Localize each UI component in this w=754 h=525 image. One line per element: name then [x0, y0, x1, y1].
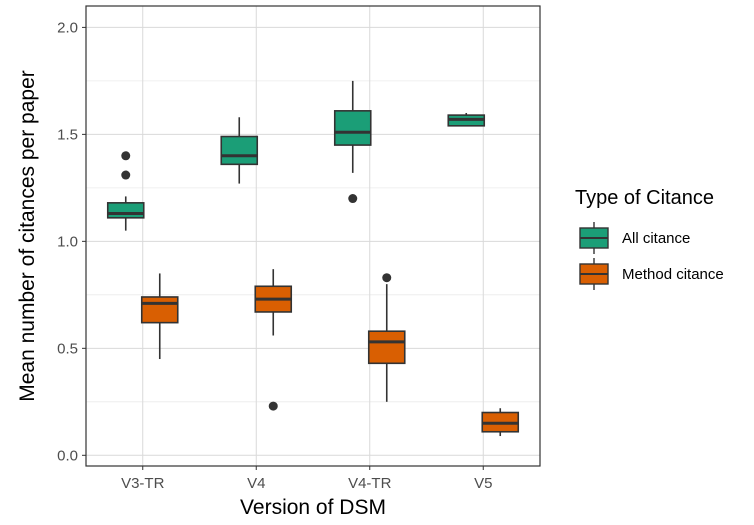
outlier-point [268, 401, 278, 411]
outlier-point [348, 194, 358, 204]
y-tick-label: 1.0 [57, 233, 78, 250]
panel-border [85, 5, 541, 467]
x-tick-label: V5 [474, 475, 492, 492]
y-tick-label: 1.5 [57, 126, 78, 143]
y-tick-label: 0.0 [57, 447, 78, 464]
y-tick-label: 0.5 [57, 340, 78, 357]
box-all-citance-v5 [447, 112, 486, 127]
box-method-citance-v4-tr [367, 273, 406, 402]
y-axis: 0.0 0.5 1.0 1.5 2.0 [57, 19, 86, 464]
box-method-citance-v4 [254, 269, 293, 411]
box-body [220, 135, 259, 166]
legend-entry-method-citance: Method citance [579, 258, 724, 290]
box-all-citance-v4 [220, 117, 259, 184]
legend: Type of Citance All citance Method citanc… [575, 187, 724, 290]
y-tick-label: 2.0 [57, 19, 78, 36]
box-body [333, 110, 372, 146]
x-tick-label: V4-TR [348, 475, 392, 492]
x-axis: V3-TR V4 V4-TR V5 [121, 466, 492, 492]
box-all-citance-v3-tr [106, 151, 145, 231]
box-method-citance-v3-tr [140, 273, 179, 360]
box-method-citance-v5 [481, 408, 520, 437]
box-layer [106, 80, 520, 437]
panel-background [86, 6, 540, 466]
box-all-citance-v4-tr [333, 80, 372, 204]
legend-label: All citance [622, 230, 690, 247]
grid-lines [86, 6, 540, 466]
legend-title: Type of Citance [575, 187, 714, 209]
x-tick-label: V4 [247, 475, 265, 492]
legend-label: Method citance [622, 266, 724, 283]
box-body [140, 296, 179, 324]
box-body [106, 202, 145, 219]
y-axis-title: Mean number of citances per paper [16, 70, 39, 402]
outlier-point [382, 273, 392, 283]
outlier-point [121, 151, 131, 161]
x-tick-label: V3-TR [121, 475, 165, 492]
legend-entry-all-citance: All citance [579, 222, 690, 254]
box-body [367, 330, 406, 365]
x-axis-title: Version of DSM [240, 496, 386, 519]
outlier-point [121, 170, 131, 180]
